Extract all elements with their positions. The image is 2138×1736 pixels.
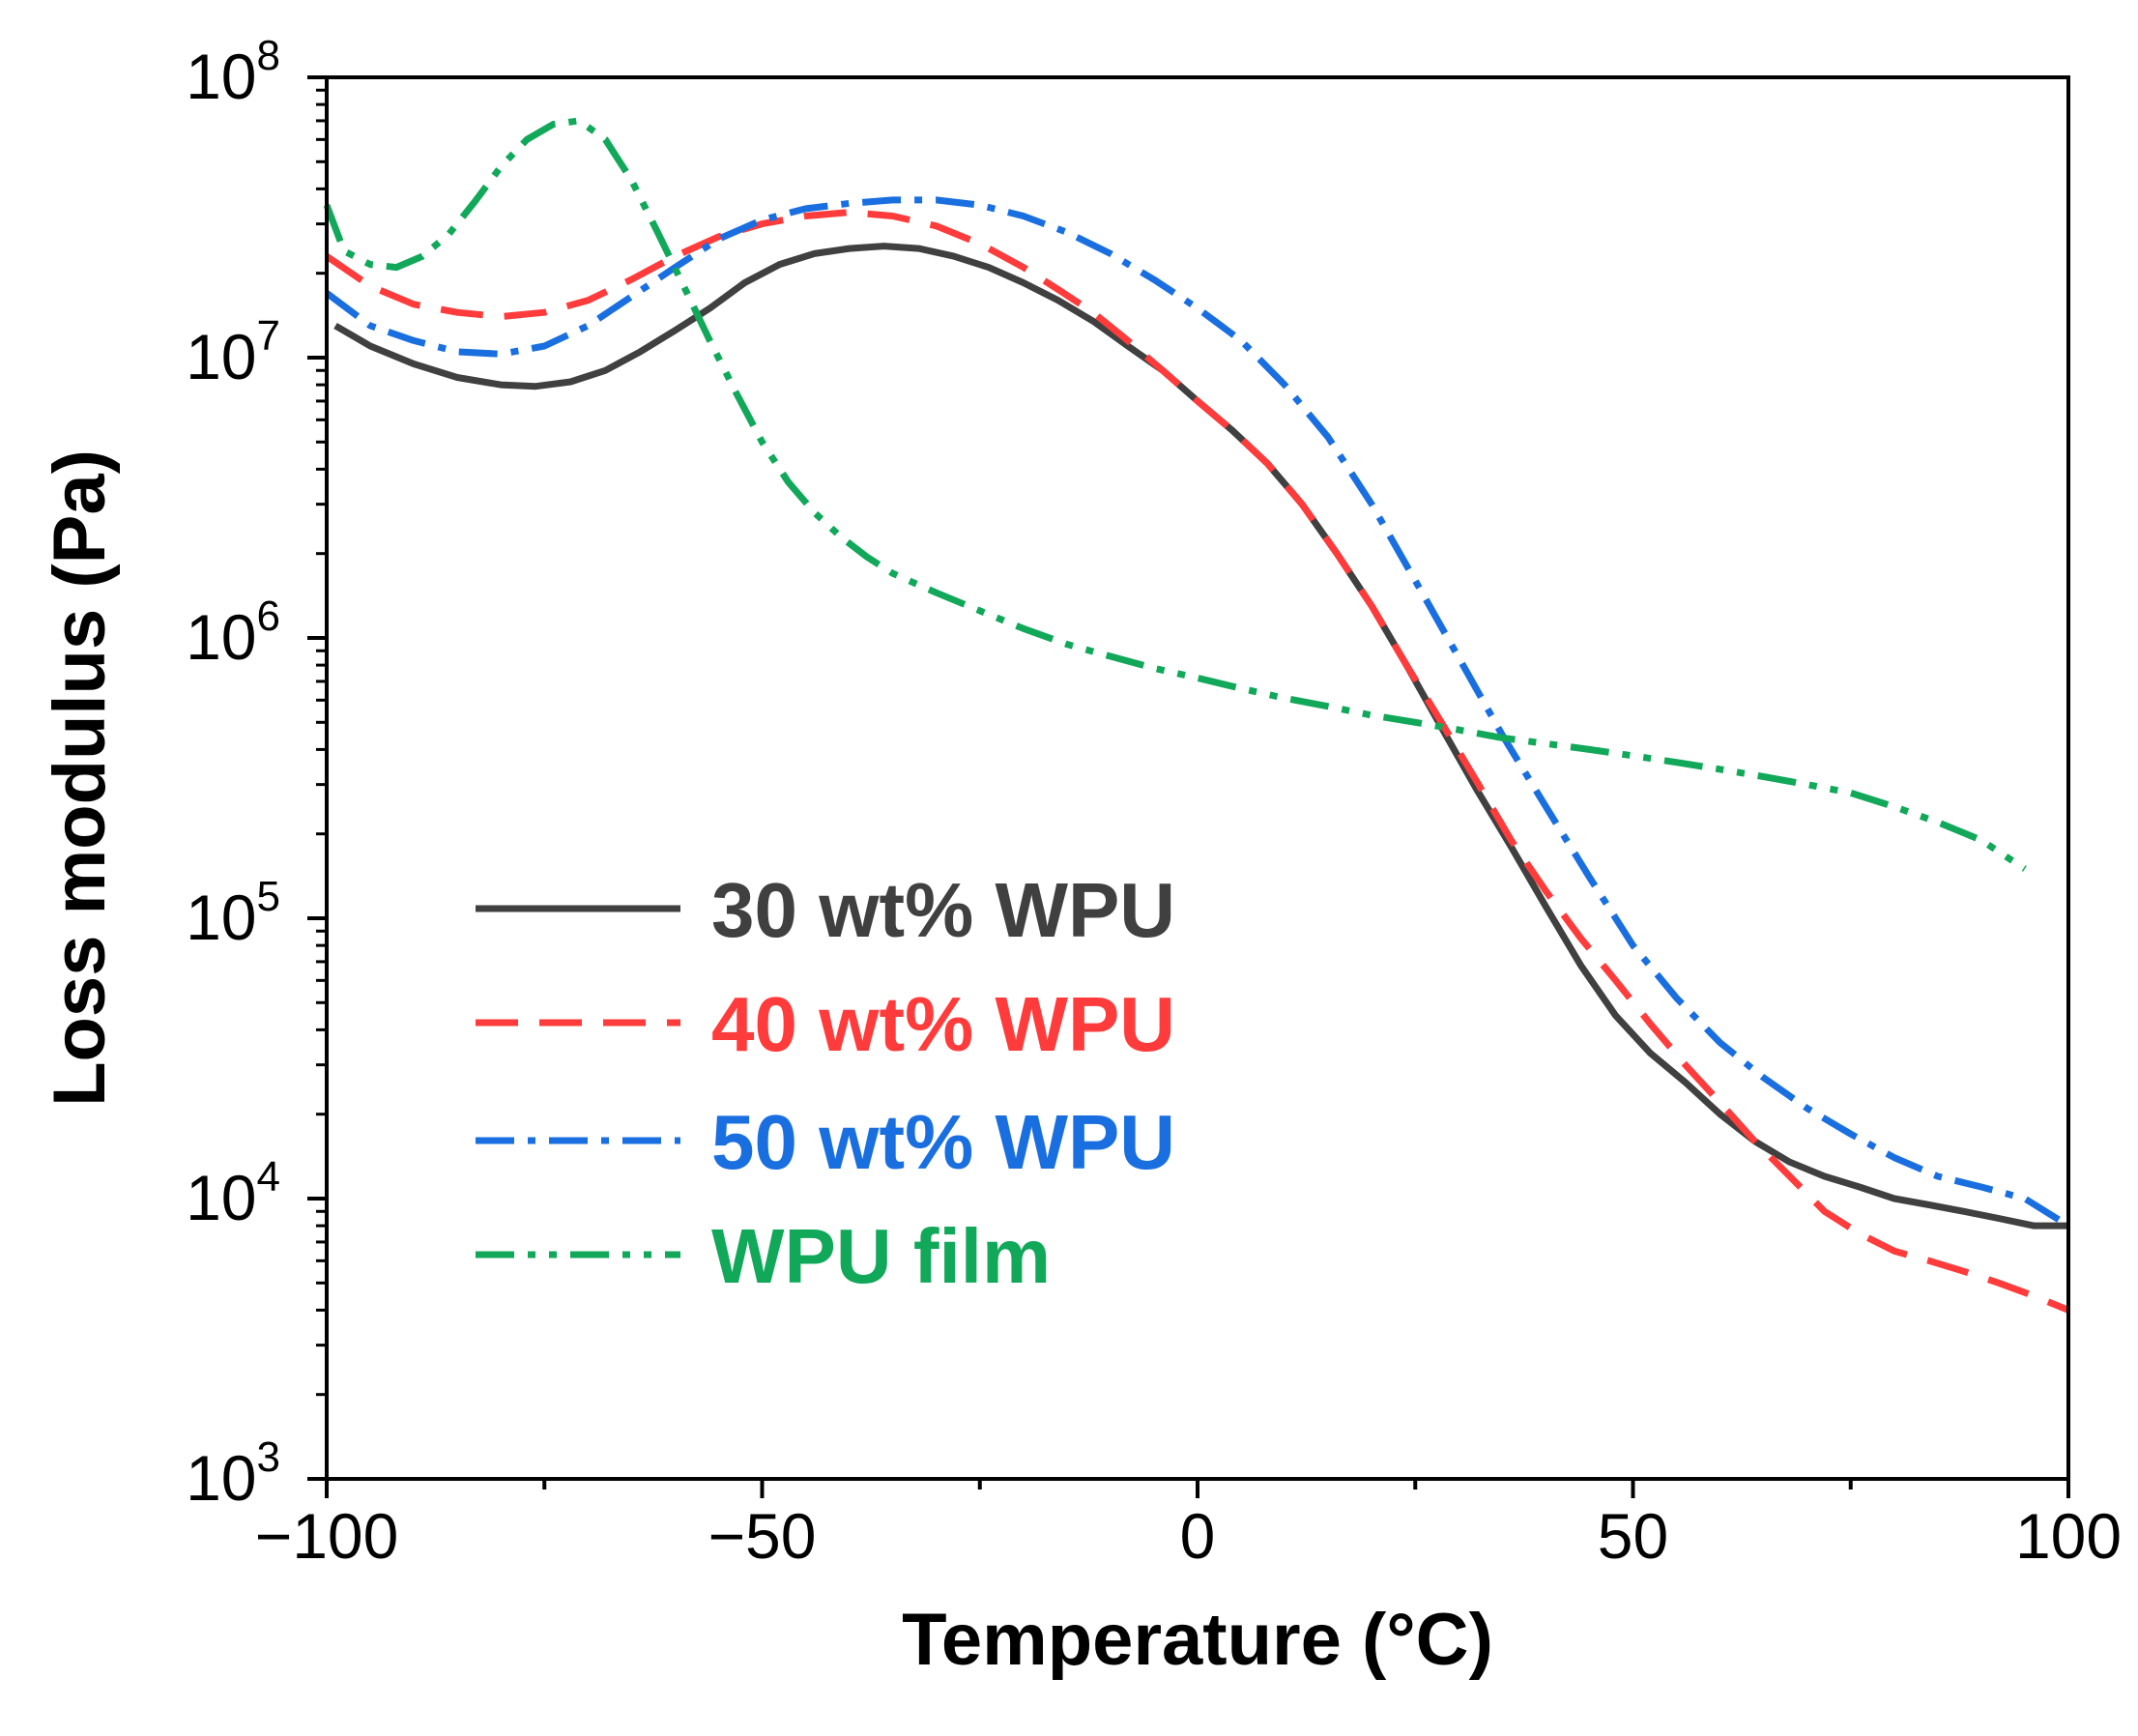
series-line-3 <box>324 196 2070 1230</box>
legend-label-2: 40 wt% WPU <box>711 981 1175 1067</box>
y-axis-title: Loss modulus (Pa) <box>39 449 121 1107</box>
x-tick-labels: −100 −50 0 50 100 <box>255 1500 2122 1572</box>
y-tick-label: 107 <box>186 312 280 392</box>
series-layer <box>323 117 2070 1314</box>
y-tick-label: 105 <box>186 873 280 953</box>
plot-frame <box>325 75 2070 1481</box>
legend-label-4: WPU film <box>711 1213 1051 1299</box>
y-tick-label: 103 <box>186 1433 280 1514</box>
x-tick-label: 0 <box>1180 1500 1216 1572</box>
x-tick-label: 50 <box>1598 1500 1668 1572</box>
y-tick-label: 108 <box>186 32 280 112</box>
x-tick-label: −100 <box>255 1500 399 1572</box>
x-tick-label: −50 <box>708 1500 817 1572</box>
legend-label-1: 30 wt% WPU <box>711 867 1175 953</box>
y-tick-label: 106 <box>186 593 280 673</box>
series-line-4 <box>323 117 2027 872</box>
y-tick-label: 104 <box>186 1153 280 1233</box>
legend-label-3: 50 wt% WPU <box>711 1099 1175 1185</box>
legend: 30 wt% WPU 40 wt% WPU 50 wt% WPU WPU film <box>476 867 1175 1299</box>
y-tick-labels: 103 104 105 106 107 108 <box>186 32 280 1514</box>
x-axis-title: Temperature (°C) <box>902 1599 1493 1681</box>
series-line-2 <box>325 209 2070 1314</box>
x-tick-label: 100 <box>2015 1500 2122 1572</box>
